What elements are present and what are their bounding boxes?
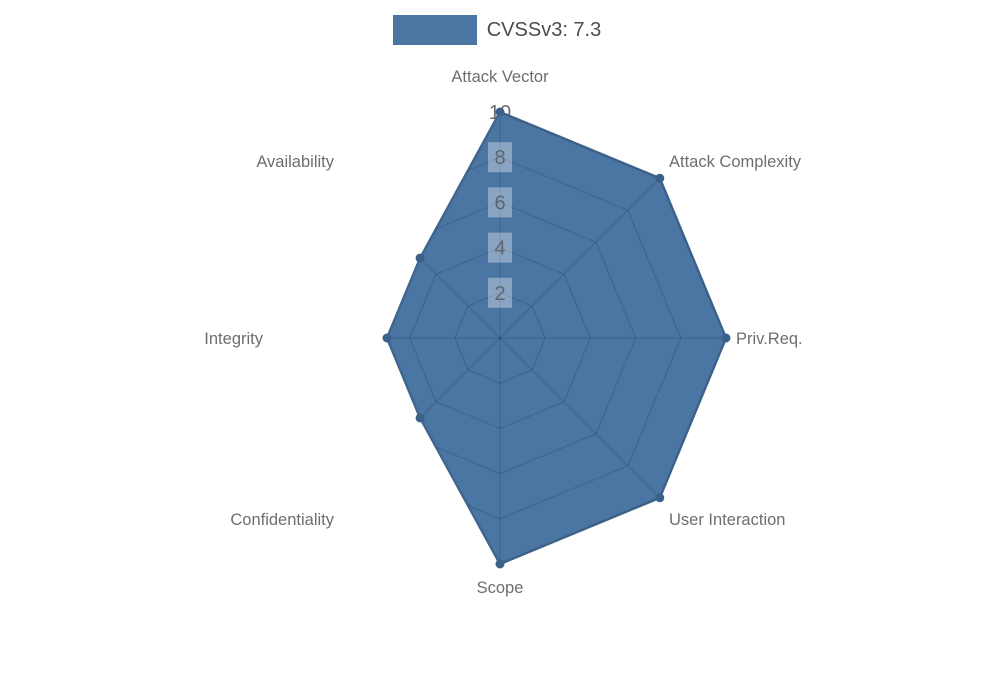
- grid-ring-8: [387, 156, 682, 520]
- tick-label-4: 4: [494, 238, 505, 260]
- vertex-marker-confidentiality: [415, 413, 425, 423]
- vertex-marker-availability: [415, 253, 425, 263]
- legend-swatch: [392, 15, 477, 45]
- vertex-marker-attack-vector: [495, 107, 505, 117]
- vertex-marker-scope: [495, 559, 505, 569]
- grid-spoke-user-interaction: [499, 337, 661, 499]
- vertex-marker-user-interaction: [655, 493, 665, 503]
- grid-spoke-attack-complexity: [499, 177, 661, 339]
- axis-label-availability: Availability: [256, 153, 334, 171]
- axis-label-attack-complexity: Attack Complexity: [669, 153, 802, 171]
- grid-ring-2: [454, 292, 546, 384]
- axis-label-integrity: Integrity: [204, 330, 263, 348]
- axis-labels: Attack Vector Attack Complexity Priv.Req. U…: [204, 68, 802, 597]
- grid-ring-4: [408, 246, 592, 430]
- vertex-markers: [382, 107, 731, 569]
- axis-label-scope: Scope: [477, 579, 524, 597]
- axis-label-user-interaction: User Interaction: [669, 511, 785, 529]
- legend-label: CVSSv3: 7.3: [486, 19, 602, 41]
- tick-label-8: 8: [494, 147, 505, 169]
- vertex-marker-priv-req: [721, 333, 731, 343]
- grid-ring-10: [387, 112, 726, 564]
- axis-label-priv-req: Priv.Req.: [736, 330, 803, 348]
- tick-label-6: 6: [494, 192, 505, 214]
- vertex-marker-attack-complexity: [655, 173, 665, 183]
- tick-label-2: 2: [494, 283, 505, 305]
- radial-ticks: 2 4 6 8: [488, 142, 512, 308]
- legend[interactable]: CVSSv3: 7.3: [0, 15, 994, 45]
- axis-label-confidentiality: Confidentiality: [230, 511, 334, 529]
- axis-label-attack-vector: Attack Vector: [451, 68, 549, 86]
- vertex-marker-integrity: [382, 333, 392, 343]
